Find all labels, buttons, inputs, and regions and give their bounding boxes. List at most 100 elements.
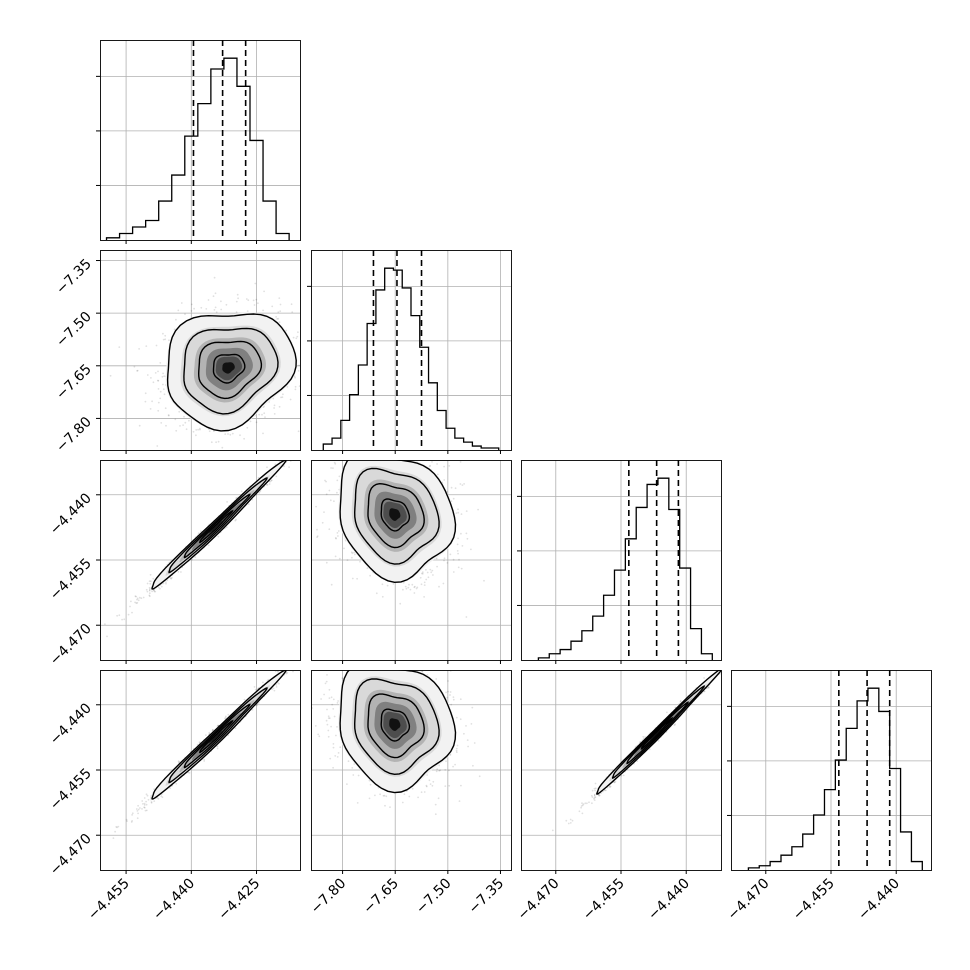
scatter-point <box>235 300 238 303</box>
scatter-point <box>271 305 274 308</box>
scatter-point <box>178 761 181 763</box>
scatter-point <box>293 452 295 454</box>
scatter-point <box>137 808 140 811</box>
scatter-point <box>112 837 115 839</box>
scatter-point <box>381 583 384 586</box>
scatter-point <box>331 703 334 706</box>
scatter-point <box>277 311 280 313</box>
scatter-point <box>302 356 304 358</box>
scatter-point <box>152 577 155 580</box>
contour-line <box>339 460 457 584</box>
scatter-point <box>215 441 218 444</box>
scatter-point <box>274 463 277 466</box>
scatter-point <box>345 448 347 450</box>
scatter-point <box>142 596 145 599</box>
scatter-point <box>205 308 208 310</box>
scatter-point <box>725 668 727 670</box>
scatter-point <box>741 654 743 656</box>
scatter-point <box>213 309 216 311</box>
scatter-point <box>287 460 290 461</box>
scatter-point <box>429 568 432 571</box>
scatter-point <box>144 392 147 395</box>
x-tick-label: −4.455 <box>790 876 838 924</box>
scatter-point <box>258 702 260 704</box>
scatter-point <box>126 820 128 822</box>
x-tick-label: −4.440 <box>645 876 693 924</box>
scatter-point <box>435 678 438 680</box>
scatter-point <box>255 421 258 424</box>
scatter-point <box>130 600 132 603</box>
scatter-point <box>167 414 170 416</box>
scatter-point <box>281 396 284 399</box>
scatter-point <box>406 455 408 457</box>
scatter-point <box>444 769 447 771</box>
scatter-point <box>436 463 438 465</box>
scatter-point <box>116 826 118 829</box>
scatter-point <box>425 785 428 788</box>
density-fill <box>209 520 223 534</box>
scatter-point <box>213 456 215 458</box>
scatter-point <box>245 298 248 300</box>
scatter-point <box>443 557 446 560</box>
scatter-point <box>298 385 300 387</box>
scatter-point <box>733 657 735 659</box>
scatter-point <box>375 643 377 645</box>
scatter-point <box>707 686 710 689</box>
scatter-point <box>421 571 424 574</box>
scatter-point <box>131 820 134 822</box>
scatter-point <box>425 784 428 787</box>
scatter-point <box>326 674 328 676</box>
scatter-point <box>431 784 434 787</box>
scatter-point <box>137 812 140 815</box>
scatter-point <box>182 424 185 426</box>
scatter-point <box>135 595 138 598</box>
scatter-point <box>121 618 123 621</box>
scatter-point <box>413 664 415 666</box>
scatter-point <box>133 365 136 368</box>
scatter-point <box>455 512 458 514</box>
scatter-point <box>203 758 206 761</box>
scatter-point <box>369 783 372 786</box>
scatter-point <box>382 794 385 797</box>
scatter-point <box>279 303 282 306</box>
scatter-point <box>457 537 459 540</box>
scatter-point <box>436 565 438 568</box>
scatter-point <box>302 406 304 408</box>
scatter-point <box>253 304 256 306</box>
scatter-point <box>461 484 464 486</box>
x-tick-label: −4.440 <box>855 876 903 924</box>
scatter-point <box>367 663 369 665</box>
scatter-point <box>707 686 710 688</box>
scatter-point <box>303 657 305 659</box>
scatter-point <box>666 711 668 714</box>
scatter-point <box>452 698 455 701</box>
scatter-point <box>251 708 254 711</box>
scatter-point <box>153 800 156 802</box>
scatter-point <box>459 461 462 463</box>
scatter-point <box>134 601 137 604</box>
scatter-point <box>467 745 469 748</box>
scatter-point <box>432 574 434 576</box>
scatter-point <box>460 513 463 515</box>
scatter-point <box>137 804 140 807</box>
scatter-point <box>403 793 406 796</box>
scatter-point <box>213 430 215 432</box>
scatter-point <box>374 794 376 797</box>
scatter-point <box>188 453 190 455</box>
scatter-point <box>198 741 201 743</box>
scatter-point <box>383 434 385 436</box>
scatter-point <box>291 311 294 313</box>
panel-2-1 <box>311 434 512 661</box>
scatter-point <box>351 552 354 555</box>
scatter-point <box>136 598 138 601</box>
scatter-point <box>470 723 473 725</box>
scatter-point <box>642 737 645 740</box>
scatter-point <box>211 729 214 732</box>
scatter-point <box>180 302 183 304</box>
scatter-point <box>150 377 152 379</box>
scatter-point <box>457 508 459 511</box>
scatter-point <box>269 480 271 483</box>
scatter-point <box>582 803 585 805</box>
contour-line <box>151 460 287 590</box>
scatter-point <box>334 463 337 465</box>
